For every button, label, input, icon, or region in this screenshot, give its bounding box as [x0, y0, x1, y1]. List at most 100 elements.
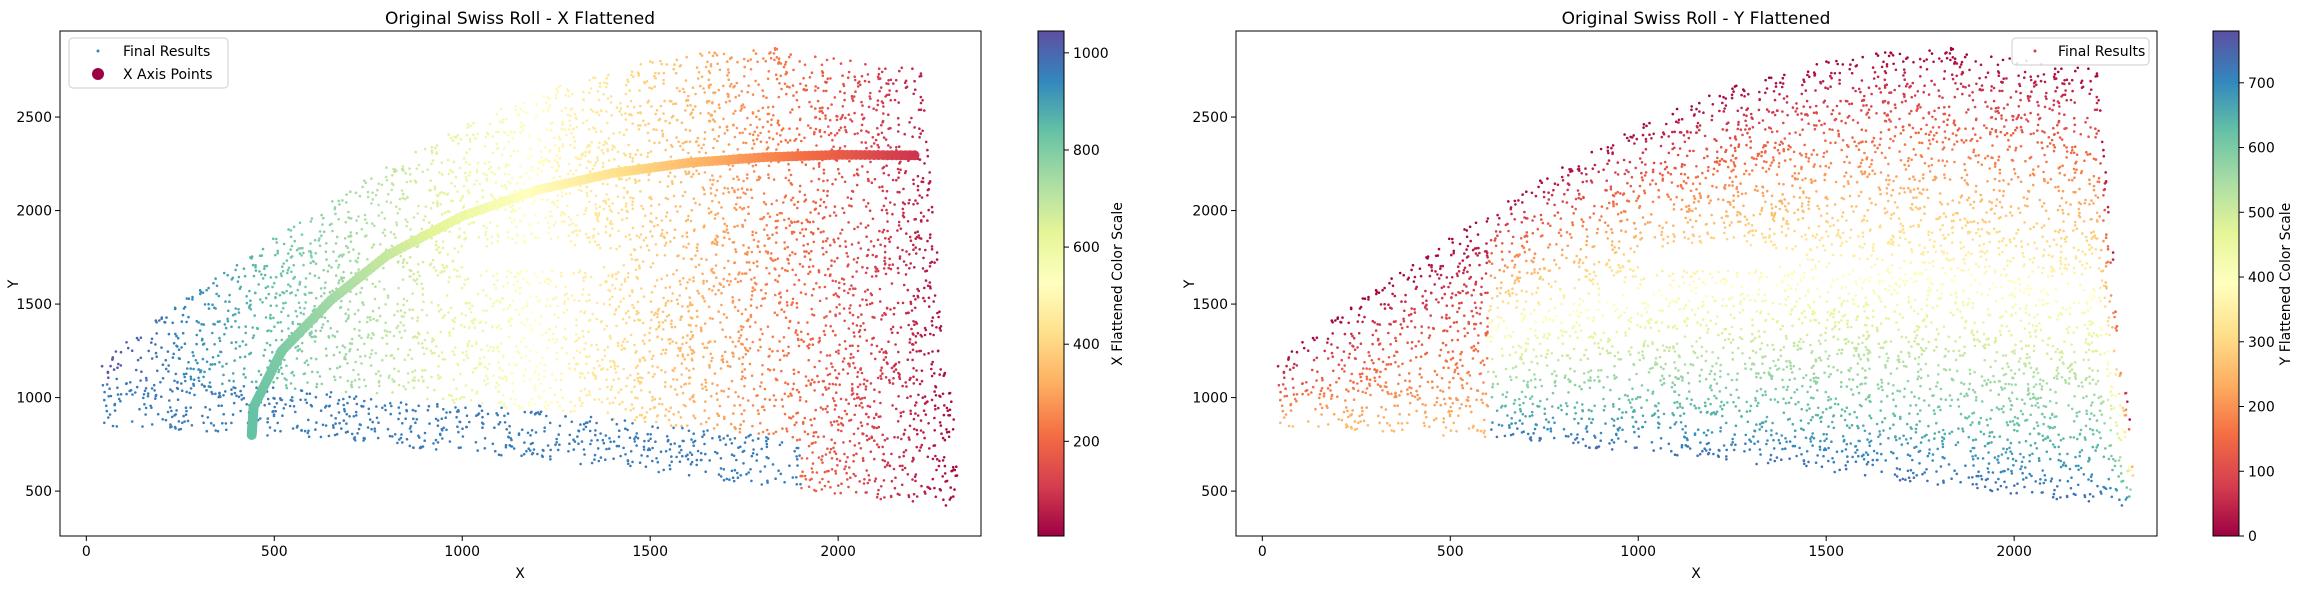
scatter-point — [743, 409, 746, 412]
scatter-point — [656, 365, 659, 369]
scatter-point — [798, 399, 802, 402]
scatter-point — [751, 230, 754, 234]
scatter-point — [472, 221, 476, 224]
scatter-point — [173, 307, 177, 311]
scatter-point — [789, 181, 793, 185]
scatter-point — [232, 401, 236, 405]
scatter-point — [486, 412, 490, 416]
scatter-point — [525, 318, 529, 321]
scatter-point — [878, 287, 882, 291]
scatter-point — [530, 429, 534, 432]
scatter-point — [687, 429, 691, 433]
scatter-point — [824, 80, 827, 84]
scatter-point — [897, 176, 900, 179]
scatter-point — [792, 230, 796, 234]
scatter-point — [572, 229, 576, 233]
scatter-point — [623, 337, 626, 341]
scatter-point — [176, 398, 180, 402]
scatter-point — [655, 216, 658, 220]
scatter-point — [834, 333, 837, 337]
scatter-point — [694, 92, 697, 96]
scatter-point — [449, 169, 452, 172]
scatter-point — [593, 240, 597, 243]
scatter-point — [582, 279, 586, 283]
scatter-point — [554, 221, 557, 224]
scatter-point — [412, 446, 415, 450]
scatter-point — [579, 389, 583, 393]
scatter-point — [499, 107, 503, 111]
scatter-point — [882, 105, 885, 108]
scatter-point — [495, 326, 499, 329]
scatter-point — [756, 178, 759, 182]
scatter-point — [521, 406, 525, 410]
scatter-point — [818, 286, 821, 289]
scatter-point — [501, 369, 504, 372]
scatter-point — [851, 99, 855, 102]
scatter-point — [665, 435, 669, 438]
scatter-point — [417, 163, 421, 167]
scatter-point — [784, 268, 787, 272]
scatter-point — [637, 264, 641, 267]
scatter-point — [807, 272, 810, 276]
scatter-point — [862, 322, 865, 325]
scatter-point — [852, 460, 855, 463]
scatter-point — [881, 445, 884, 449]
scatter-point — [390, 404, 393, 408]
scatter-point — [130, 420, 134, 423]
scatter-point — [757, 240, 760, 243]
scatter-point — [672, 412, 675, 416]
scatter-point — [777, 60, 781, 64]
scatter-point — [507, 335, 511, 339]
scatter-point — [722, 52, 726, 56]
scatter-point — [424, 215, 427, 218]
scatter-point — [882, 112, 885, 115]
scatter-point — [804, 228, 808, 231]
scatter-point — [873, 388, 876, 392]
scatter-point — [509, 316, 513, 320]
scatter-point — [502, 147, 506, 150]
scatter-point — [485, 344, 489, 347]
scatter-point — [759, 345, 762, 349]
scatter-point — [765, 439, 768, 443]
scatter-point — [466, 123, 470, 126]
scatter-point — [878, 185, 881, 189]
scatter-point — [618, 402, 621, 406]
scatter-point — [639, 111, 642, 114]
scatter-point — [679, 346, 683, 350]
scatter-point — [860, 401, 863, 405]
scatter-point — [807, 346, 811, 350]
scatter-point — [467, 174, 471, 177]
scatter-point — [656, 312, 659, 316]
scatter-point — [671, 114, 675, 118]
scatter-point — [275, 402, 279, 405]
scatter-point — [145, 378, 148, 382]
scatter-point — [244, 343, 248, 347]
scatter-point — [508, 431, 511, 435]
scatter-point — [613, 312, 616, 316]
scatter-point — [611, 148, 614, 151]
scatter-point — [506, 180, 510, 183]
scatter-point — [370, 349, 374, 352]
scatter-point — [653, 397, 657, 401]
scatter-point — [722, 230, 725, 233]
scatter-point — [573, 367, 577, 371]
scatter-point — [342, 253, 345, 256]
scatter-point — [341, 279, 345, 283]
scatter-point — [669, 385, 673, 388]
scatter-point — [279, 398, 283, 401]
scatter-point — [273, 325, 276, 329]
scatter-point — [774, 268, 777, 271]
scatter-point — [648, 326, 652, 330]
scatter-point — [607, 159, 611, 162]
scatter-point — [702, 188, 706, 191]
scatter-point — [914, 199, 917, 202]
scatter-point — [548, 97, 552, 100]
scatter-point — [494, 385, 498, 389]
scatter-point — [527, 134, 531, 138]
scatter-point — [245, 301, 249, 305]
scatter-point — [703, 137, 706, 141]
scatter-point — [344, 221, 348, 224]
scatter-point — [699, 84, 702, 88]
scatter-point — [911, 500, 915, 503]
scatter-point — [524, 354, 528, 358]
